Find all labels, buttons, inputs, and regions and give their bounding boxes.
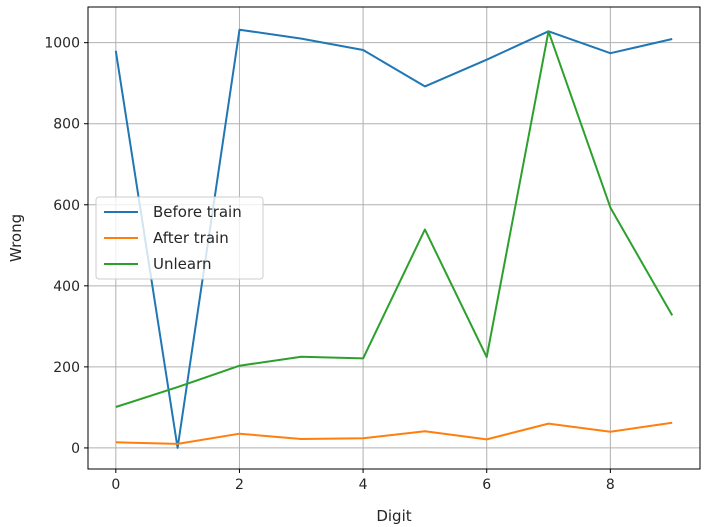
x-tick-label: 0: [111, 477, 120, 493]
legend-label: Unlearn: [153, 255, 211, 273]
axis-ticks: 0 2 4 6 8 0 200 400 600 800 1000: [44, 36, 614, 493]
legend-label: After train: [153, 229, 229, 247]
x-tick-label: 2: [235, 477, 244, 493]
legend-box: [95, 196, 264, 280]
y-tick-label: 600: [53, 198, 80, 214]
series-line-after-train: [115, 421, 673, 445]
y-axis-label: Wrong: [7, 214, 25, 262]
series-line-unlearn: [115, 30, 674, 408]
x-tick-label: 6: [482, 477, 491, 493]
x-tick-label: 8: [606, 477, 615, 493]
x-axis-label: Digit: [376, 507, 411, 525]
legend-label: Before train: [153, 203, 242, 221]
y-tick-label: 400: [53, 279, 80, 295]
y-tick-label: 1000: [44, 36, 80, 52]
legend: Before train After train Unlearn: [95, 196, 264, 280]
plot-frame: [87, 6, 701, 470]
y-tick-label: 0: [71, 441, 80, 457]
y-tick-label: 800: [53, 117, 80, 133]
x-tick-label: 4: [359, 477, 368, 493]
y-tick-label: 200: [53, 360, 80, 376]
